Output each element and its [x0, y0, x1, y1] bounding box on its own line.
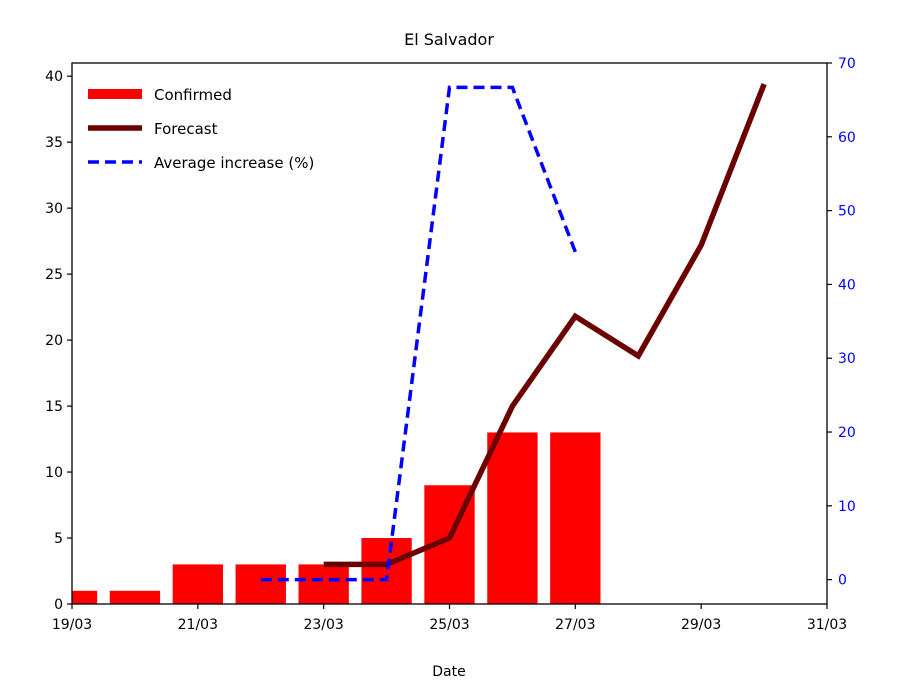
- x-tick-label: 31/03: [807, 617, 847, 633]
- confirmed-bar: [172, 564, 223, 604]
- x-tick-label: 27/03: [555, 617, 595, 633]
- forecast-line: [323, 83, 767, 568]
- legend: Confirmed Forecast Average increase (%): [88, 86, 314, 172]
- y2-tick-label: 70: [838, 56, 856, 72]
- x-tick-label: 29/03: [681, 617, 721, 633]
- confirmed-bar: [487, 432, 538, 604]
- legend-label: Confirmed: [154, 86, 232, 104]
- x-tick-label: 25/03: [429, 617, 469, 633]
- legend-label: Forecast: [154, 120, 218, 138]
- y-tick-label: 20: [45, 333, 63, 349]
- confirmed-bar: [550, 432, 601, 604]
- y-tick-label: 30: [45, 201, 63, 217]
- y-tick-label: 5: [54, 531, 63, 547]
- y2-tick-label: 50: [838, 204, 856, 220]
- average-increase-line: [260, 85, 577, 582]
- confirmed-bar: [235, 564, 286, 604]
- y-tick-label: 15: [45, 399, 63, 415]
- y-tick-label: 40: [45, 69, 63, 85]
- x-tick-label: 23/03: [303, 617, 343, 633]
- confirmed-bar: [298, 564, 349, 604]
- x-axis-label: Date: [432, 664, 465, 680]
- confirmed-bar: [109, 590, 161, 604]
- chart-title: El Salvador: [404, 30, 494, 49]
- legend-swatch-confirmed: [88, 89, 142, 99]
- y-tick-label: 10: [45, 465, 63, 481]
- confirmed-bar: [361, 538, 412, 604]
- y-tick-label: 35: [45, 135, 63, 151]
- y-tick-label: 25: [45, 267, 63, 283]
- y2-tick-label: 40: [838, 277, 856, 293]
- y2-tick-label: 60: [838, 130, 856, 146]
- y2-tick-label: 30: [838, 351, 856, 367]
- line-layer: [260, 83, 767, 582]
- x-tick-label: 19/03: [52, 617, 92, 633]
- y2-tick-label: 10: [838, 499, 856, 515]
- y-tick-label: 0: [54, 597, 63, 613]
- legend-label: Average increase (%): [154, 154, 314, 172]
- x-tick-label: 21/03: [178, 617, 218, 633]
- axes-layer: 0 5 10 15 20 25 30 35 40 0 10 20 30 40 50 60 70 19/03 21/0…: [45, 56, 856, 633]
- y2-tick-label: 0: [838, 573, 847, 589]
- y2-tick-label: 20: [838, 425, 856, 441]
- confirmed-bar: [72, 590, 98, 604]
